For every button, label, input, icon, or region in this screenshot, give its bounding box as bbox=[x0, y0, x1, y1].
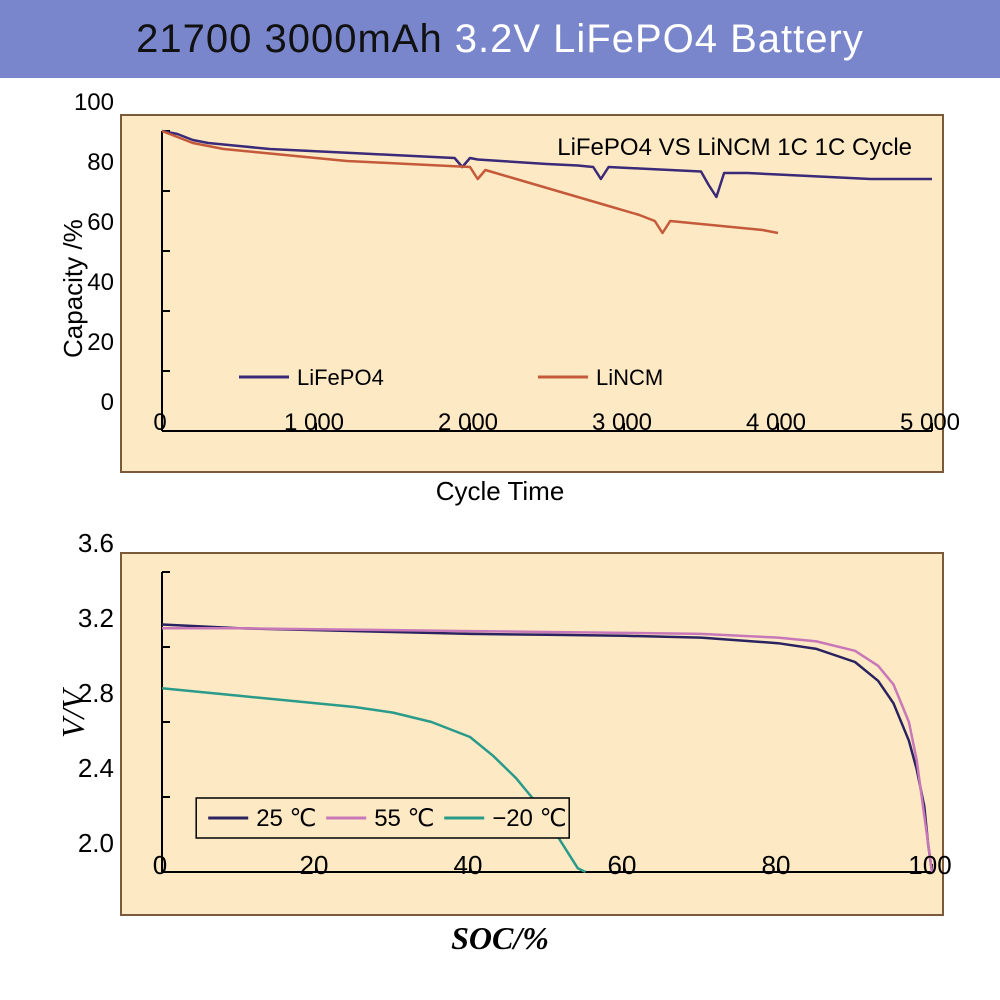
ytick-label: 60 bbox=[34, 209, 114, 237]
ytick-label: 2.4 bbox=[34, 753, 114, 784]
ytick-label: 40 bbox=[34, 269, 114, 297]
ytick-label: 100 bbox=[34, 89, 114, 117]
svg-text:−20 ℃: −20 ℃ bbox=[492, 805, 566, 832]
cycle-chart-xlabel: Cycle Time bbox=[0, 476, 1000, 507]
voltage-chart-xlabel: SOC/% bbox=[0, 920, 1000, 957]
xtick-label: 1 000 bbox=[264, 409, 364, 437]
ytick-label: 3.2 bbox=[34, 603, 114, 634]
ytick-label: 3.6 bbox=[34, 528, 114, 559]
svg-text:LiNCM: LiNCM bbox=[596, 365, 663, 390]
xtick-label: 80 bbox=[726, 850, 826, 881]
xtick-label: 100 bbox=[880, 850, 980, 881]
ytick-label: 80 bbox=[34, 149, 114, 177]
svg-text:55 ℃: 55 ℃ bbox=[374, 805, 434, 832]
svg-text:25 ℃: 25 ℃ bbox=[256, 805, 316, 832]
xtick-label: 20 bbox=[264, 850, 364, 881]
xtick-label: 60 bbox=[572, 850, 672, 881]
xtick-label: 0 bbox=[110, 409, 210, 437]
ytick-label: 2.8 bbox=[34, 678, 114, 709]
ytick-label: 2.0 bbox=[34, 828, 114, 859]
xtick-label: 40 bbox=[418, 850, 518, 881]
ytick-label: 0 bbox=[34, 389, 114, 417]
xtick-label: 2 000 bbox=[418, 409, 518, 437]
xtick-label: 3 000 bbox=[572, 409, 672, 437]
cycle-chart-title: LiFePO4 VS LiNCM 1C 1C Cycle bbox=[557, 134, 912, 162]
banner-light-text: 3.2V LiFePO4 Battery bbox=[455, 17, 864, 62]
svg-text:LiFePO4: LiFePO4 bbox=[297, 365, 384, 390]
xtick-label: 0 bbox=[110, 850, 210, 881]
xtick-label: 4 000 bbox=[726, 409, 826, 437]
ytick-label: 20 bbox=[34, 329, 114, 357]
banner-dark-text: 21700 3000mAh bbox=[136, 17, 443, 62]
xtick-label: 5 000 bbox=[880, 409, 980, 437]
title-banner: 21700 3000mAh 3.2V LiFePO4 Battery bbox=[0, 0, 1000, 78]
